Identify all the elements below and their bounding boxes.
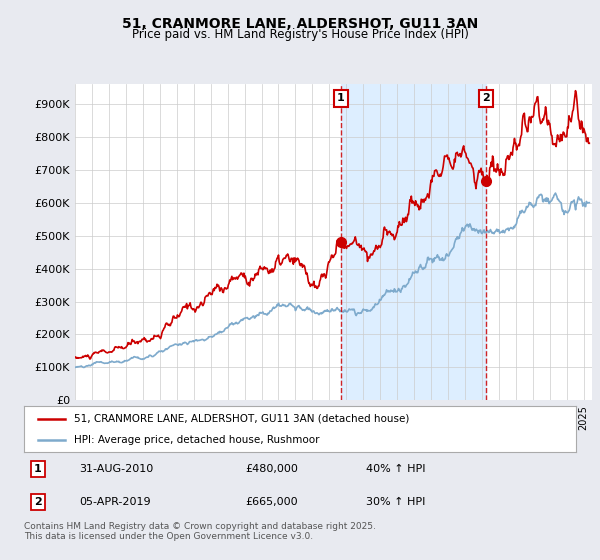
- Text: 2: 2: [34, 497, 41, 507]
- Text: 1: 1: [34, 464, 41, 474]
- Text: 30% ↑ HPI: 30% ↑ HPI: [366, 497, 425, 507]
- Text: 1: 1: [337, 93, 344, 103]
- Text: Contains HM Land Registry data © Crown copyright and database right 2025.
This d: Contains HM Land Registry data © Crown c…: [24, 522, 376, 542]
- Text: 40% ↑ HPI: 40% ↑ HPI: [366, 464, 426, 474]
- Text: Price paid vs. HM Land Registry's House Price Index (HPI): Price paid vs. HM Land Registry's House …: [131, 28, 469, 41]
- Text: 51, CRANMORE LANE, ALDERSHOT, GU11 3AN (detached house): 51, CRANMORE LANE, ALDERSHOT, GU11 3AN (…: [74, 414, 409, 424]
- Text: 31-AUG-2010: 31-AUG-2010: [79, 464, 154, 474]
- Text: £665,000: £665,000: [245, 497, 298, 507]
- Text: 2: 2: [482, 93, 490, 103]
- Bar: [341, 84, 486, 400]
- Text: 51, CRANMORE LANE, ALDERSHOT, GU11 3AN: 51, CRANMORE LANE, ALDERSHOT, GU11 3AN: [122, 17, 478, 31]
- Text: £480,000: £480,000: [245, 464, 298, 474]
- Text: HPI: Average price, detached house, Rushmoor: HPI: Average price, detached house, Rush…: [74, 436, 319, 445]
- Text: 05-APR-2019: 05-APR-2019: [79, 497, 151, 507]
